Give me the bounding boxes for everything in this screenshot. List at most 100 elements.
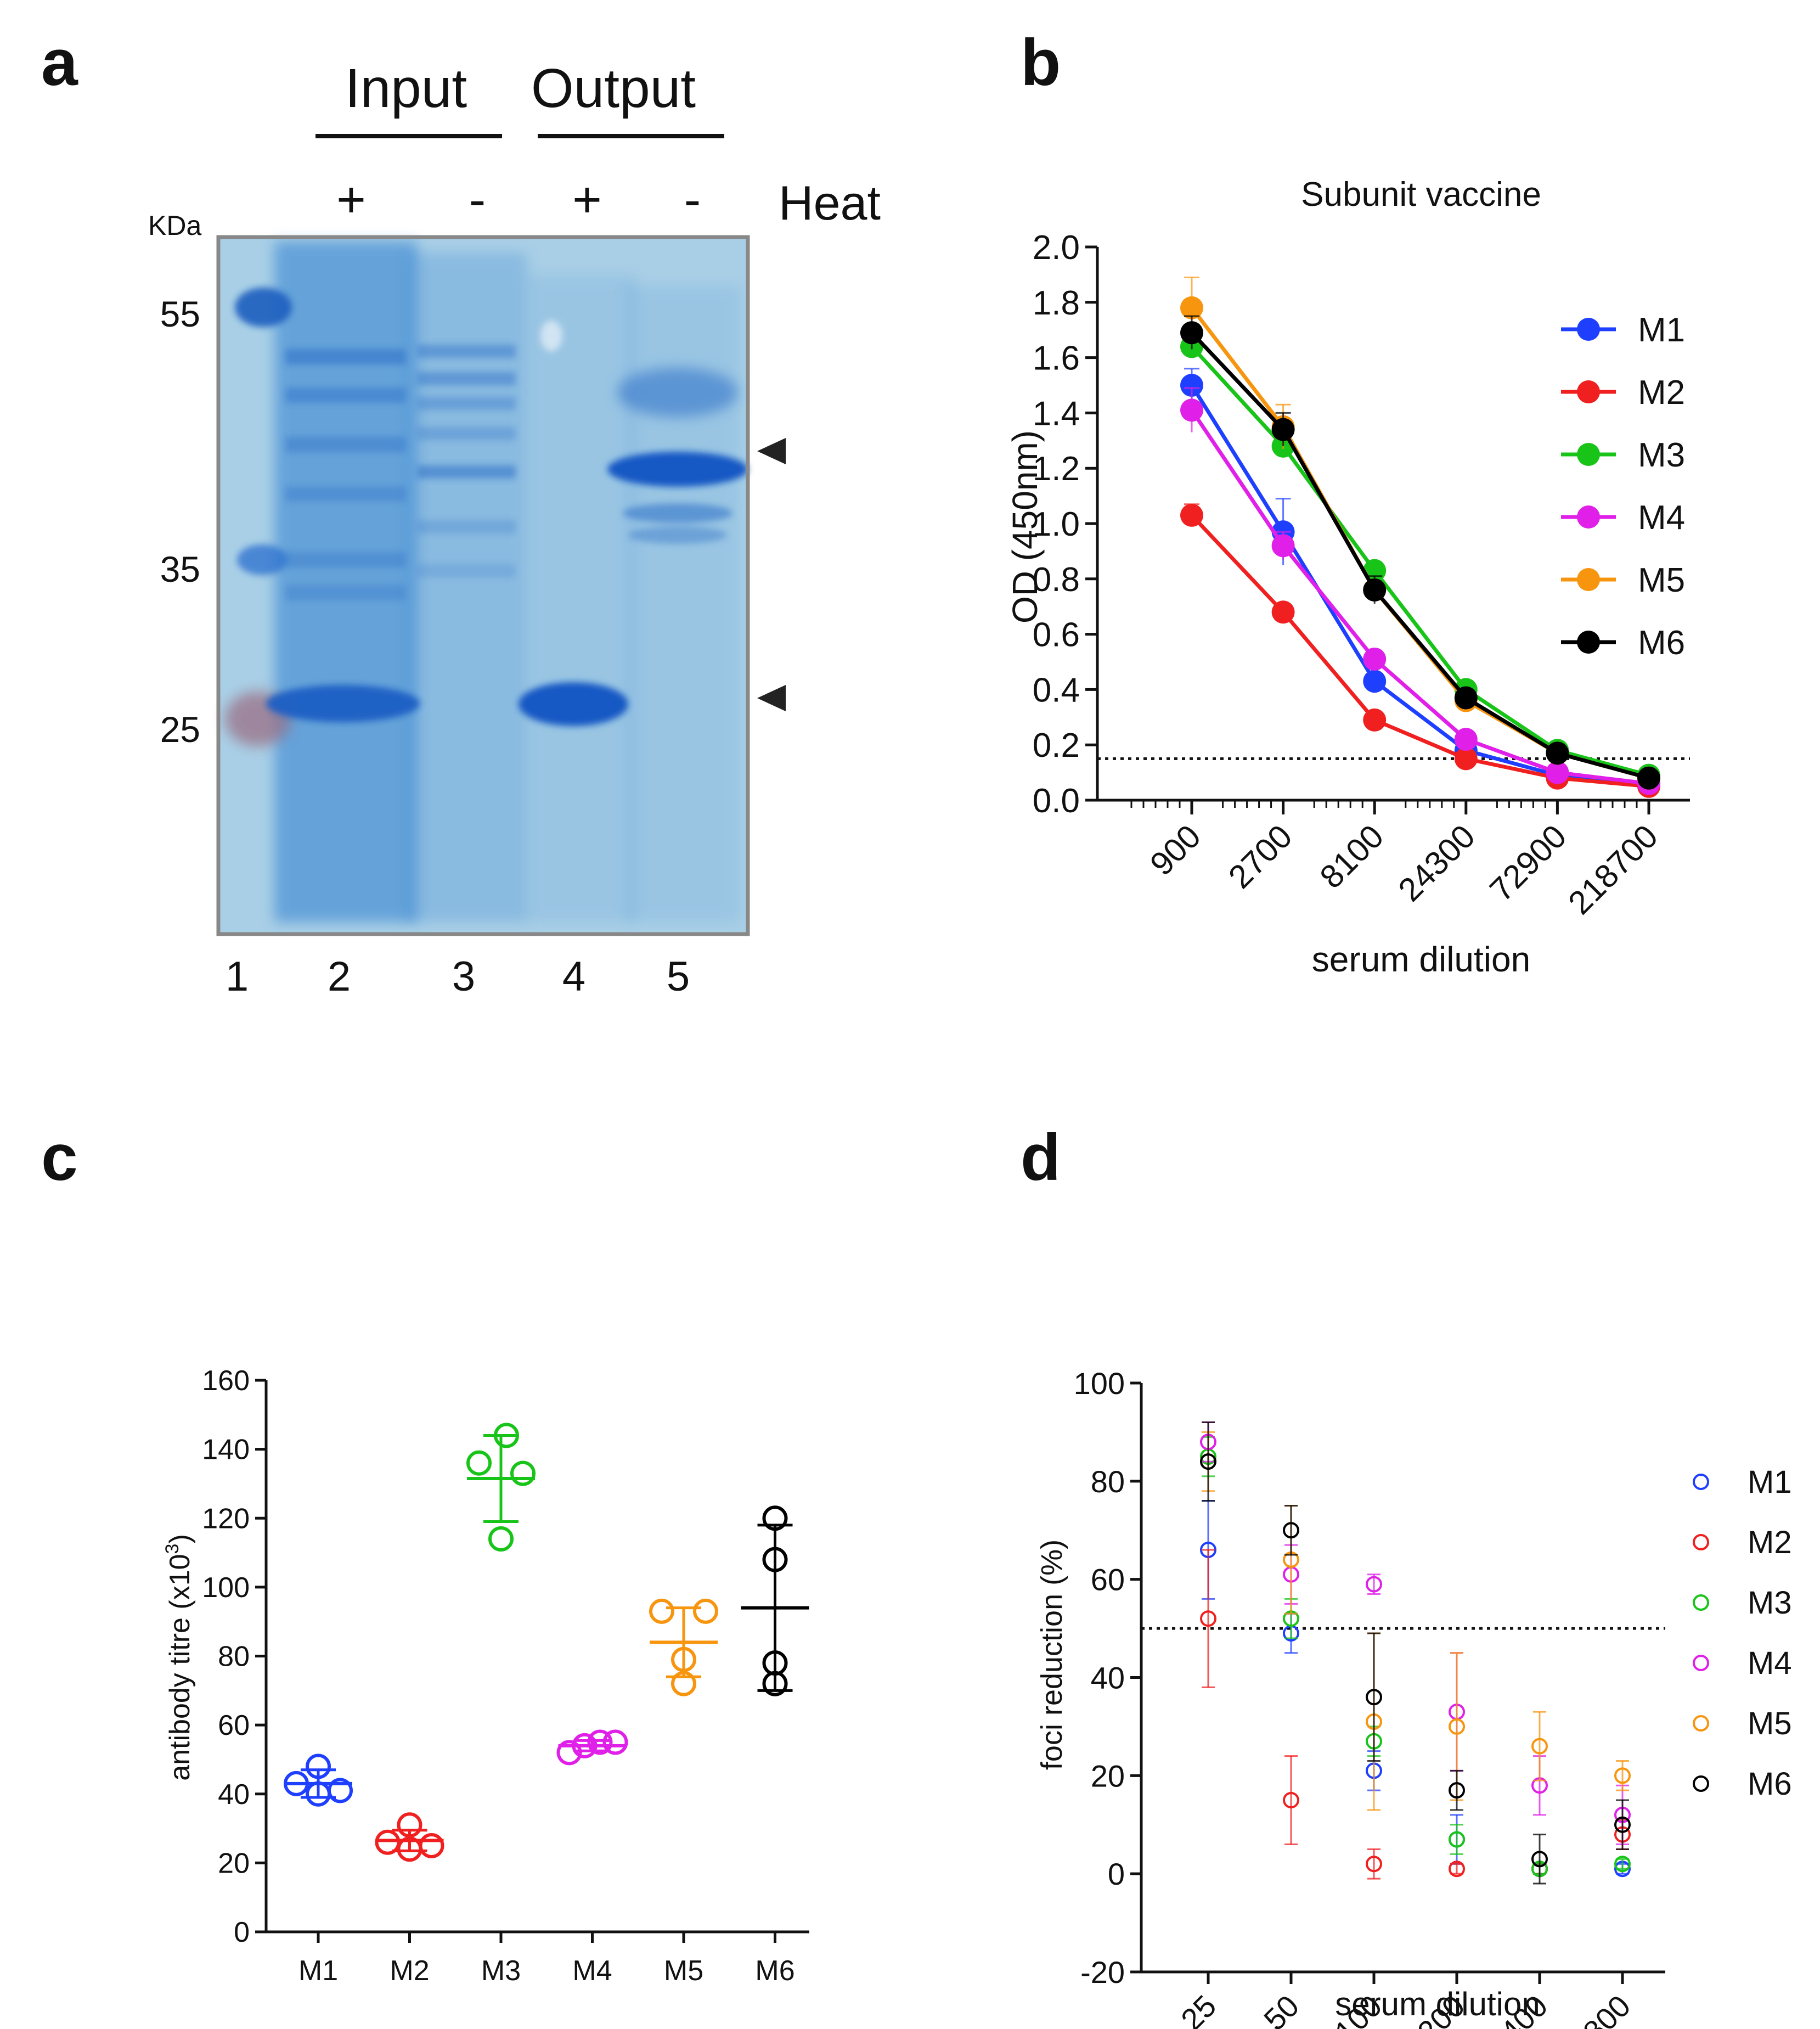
chart-d-point (1614, 1816, 1631, 1833)
lane3-band (417, 427, 516, 440)
chart-b-legend-label: M2 (1638, 374, 1685, 412)
chart-c-y-tick-label: 20 (218, 1847, 250, 1879)
lane3-band (417, 397, 516, 410)
chart-b-point (1180, 296, 1203, 319)
chart-b-point (1271, 418, 1295, 441)
marker-band-35 (237, 544, 288, 575)
chart-c-ylabel-main: antibody titre (x10 (164, 1554, 196, 1780)
gel-border (216, 235, 750, 936)
chart-c-series-M5 (649, 1598, 718, 1696)
chart-d-series-M3 (1200, 1436, 1631, 1878)
chart-b-point (1363, 578, 1387, 602)
chart-d-point (1449, 1718, 1465, 1735)
chart-b-y-tick-label: 1.2 (1033, 450, 1080, 488)
chart-d-xlabel: serum dilution (1335, 1986, 1540, 2022)
chart-d-x-tick-label: 50 (1257, 1988, 1306, 2029)
lane-label-5: 5 (667, 953, 690, 1000)
chart-d-x-tick-label: 800 (1576, 1988, 1637, 2029)
chart-d-y-tick-label: 100 (1074, 1366, 1125, 1401)
heat-sign-lane3: - (469, 172, 486, 228)
lane2-band-25kda (266, 685, 420, 722)
lane-label-3: 3 (452, 953, 475, 1000)
chart-b-line-M1 (1190, 384, 1649, 786)
chart-b-legend-marker (1577, 631, 1600, 654)
chart-b-x-tick-label: 2700 (1221, 818, 1299, 896)
chart-c-x-tick-label: M6 (755, 1955, 795, 1987)
band-arrow-lower (757, 685, 786, 711)
chart-c-y-tick-label: 0 (234, 1916, 250, 1948)
chart-c-x-tick-label: M3 (481, 1955, 521, 1987)
chart-d-legend-label: M4 (1748, 1645, 1792, 1681)
chart-c-series-M2 (375, 1812, 444, 1862)
mw-marker-55: 55 (160, 294, 200, 334)
chart-c-point (328, 1778, 353, 1803)
chart-c-point (488, 1526, 514, 1552)
chart-c-series-M4 (556, 1729, 628, 1766)
chart-d-legend-marker (1693, 1534, 1709, 1550)
chart-c-x-tick-label: M5 (664, 1955, 703, 1987)
heat-label: Heat (779, 176, 881, 230)
chart-b-y-tick-label: 0.8 (1033, 561, 1080, 599)
chart-d-series-M5 (1200, 1431, 1631, 1811)
chart-d-y-tick-label: -20 (1080, 1955, 1125, 1989)
gel-image (218, 237, 748, 934)
chart-d-ylabel: foci reduction (%) (1035, 1539, 1068, 1770)
chart-b-series-M5 (1180, 276, 1660, 790)
chart-d-point (1200, 1453, 1216, 1470)
chart-d-x-tick-label: 25 (1174, 1988, 1223, 2029)
chart-c-y-tick-label: 60 (218, 1710, 250, 1741)
chart-b-legend-marker (1577, 443, 1600, 466)
chart-d-y-tick-label: 60 (1091, 1563, 1125, 1597)
chart-c-point (587, 1729, 613, 1755)
chart-b-x-tick-label: 8100 (1313, 818, 1391, 896)
chart-c-y-tick-label: 140 (202, 1434, 250, 1466)
chart-b-y-tick-label: 0.2 (1033, 727, 1080, 765)
chart-c-ylabel-end: ) (164, 1534, 196, 1543)
lane5-band-main (607, 452, 748, 487)
lane3-band (417, 345, 516, 358)
input-label: Input (345, 58, 467, 119)
chart-c-point (602, 1729, 628, 1755)
chart-b-point (1180, 398, 1203, 422)
chart-d-point (1449, 1782, 1465, 1799)
chart-c-point (693, 1598, 718, 1624)
chart-b-legend-label: M5 (1638, 561, 1685, 599)
chart-b-line-M5 (1190, 306, 1649, 780)
chart-b-legend-marker (1577, 568, 1600, 591)
chart-b-legend-marker (1577, 318, 1600, 341)
lane4-artifact (540, 321, 562, 351)
chart-b-legend-label: M1 (1638, 311, 1685, 349)
chart-c-x-tick-label: M1 (298, 1955, 338, 1987)
lane5-band-lower2 (628, 526, 727, 544)
chart-b-legend-marker (1577, 380, 1600, 403)
chart-d-y-tick-label: 40 (1091, 1661, 1125, 1695)
mw-marker-25: 25 (160, 709, 200, 750)
chart-b-series-M6 (1180, 315, 1660, 790)
chart-d-legend-marker (1693, 1474, 1709, 1490)
chart-c-series-M6 (741, 1505, 809, 1696)
chart-c-point (649, 1598, 674, 1624)
chart-b-y-tick-label: 2.0 (1033, 229, 1080, 267)
chart-d-point (1614, 1767, 1631, 1784)
chart-d-legend-label: M5 (1748, 1706, 1792, 1741)
chart-d-legend-label: M3 (1748, 1585, 1792, 1621)
chart-c-y-tick-label: 100 (202, 1572, 250, 1604)
lane2-band (285, 437, 406, 452)
chart-c-point (556, 1740, 582, 1766)
lane3-band (417, 520, 516, 533)
chart-d-point (1200, 1610, 1216, 1627)
chart-b-title: Subunit vaccine (1301, 176, 1541, 213)
chart-b-x-tick-label: 24300 (1391, 818, 1482, 908)
chart-b-y-tick-label: 0.4 (1033, 671, 1080, 709)
lane2-smear (274, 241, 417, 922)
chart-c-series-M1 (284, 1753, 353, 1807)
chart-d-point (1614, 1856, 1631, 1873)
chart-c-y-tick-label: 160 (202, 1365, 250, 1397)
lane-label-4: 4 (562, 953, 585, 1000)
chart-d-legend-label: M1 (1748, 1464, 1792, 1500)
chart-b-y-tick-label: 1.0 (1033, 505, 1080, 543)
chart-b-point (1454, 686, 1478, 710)
chart-b-point (1271, 600, 1295, 624)
chart-d-point (1449, 1831, 1465, 1848)
